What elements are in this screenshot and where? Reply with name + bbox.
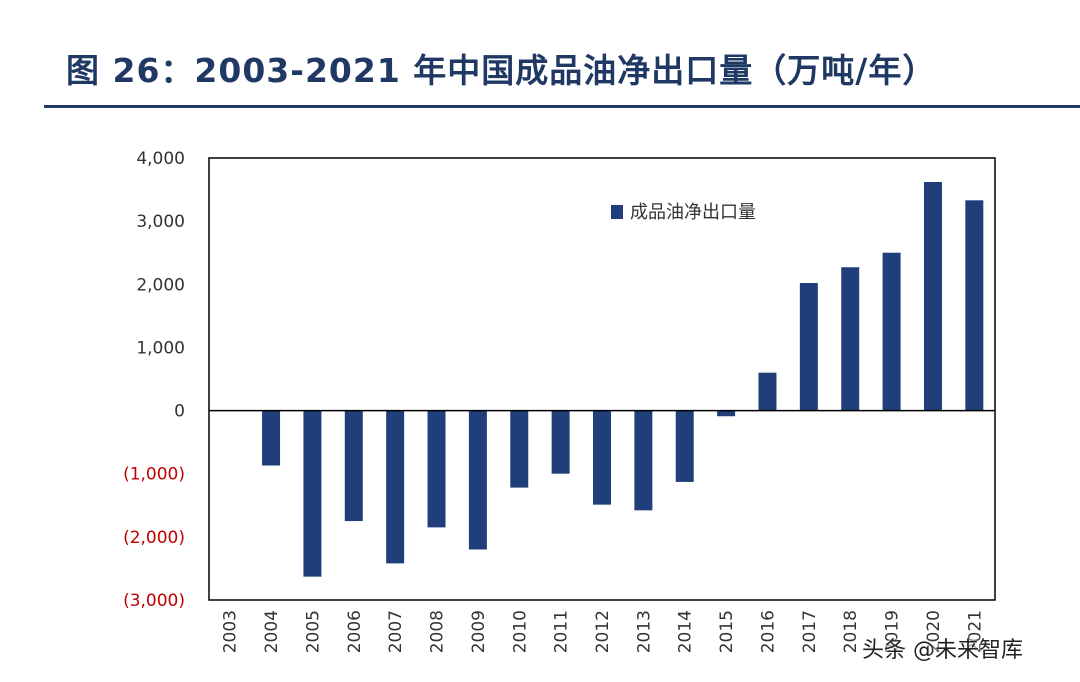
- x-tick-label: 2019: [883, 610, 903, 653]
- title-divider: [44, 105, 1080, 108]
- x-tick-label: 2012: [593, 610, 613, 653]
- bar-2004: [262, 410, 281, 466]
- bar-2012: [593, 410, 611, 505]
- bar-2005: [303, 410, 322, 577]
- watermark: 头条 @未来智库: [862, 638, 1023, 663]
- y-tick-label: 2,000: [136, 275, 185, 295]
- x-tick-label: 2003: [221, 610, 241, 653]
- bar-2019: [882, 252, 901, 411]
- bar-2016: [758, 372, 777, 411]
- y-tick-label: (2,000): [123, 528, 185, 548]
- bar-2013: [634, 410, 653, 511]
- x-tick-label: 2011: [552, 610, 572, 653]
- x-tick-label: 2009: [469, 610, 489, 653]
- x-tick-label: 2004: [262, 610, 282, 653]
- bar-2018: [841, 267, 860, 411]
- bar-2021: [965, 200, 984, 411]
- y-tick-label: 4,000: [136, 149, 185, 169]
- x-tick-label: 2006: [345, 610, 365, 653]
- y-tick-label: (1,000): [123, 465, 185, 485]
- bar-2014: [675, 410, 694, 482]
- x-tick-label: 2017: [800, 610, 820, 653]
- bar-2006: [344, 410, 363, 522]
- bar-2010: [510, 410, 529, 488]
- legend-label: 成品油净出口量: [630, 202, 756, 223]
- x-tick-label: 2008: [428, 610, 448, 653]
- x-tick-label: 2015: [717, 610, 737, 653]
- x-tick-label: 2016: [758, 610, 778, 653]
- bar-2007: [386, 410, 405, 564]
- bar-2011: [551, 410, 570, 474]
- plot-frame: [208, 157, 996, 601]
- x-tick-label: 2021: [965, 610, 985, 653]
- bar-2009: [468, 410, 487, 550]
- y-tick-label: 3,000: [136, 212, 185, 232]
- legend-swatch: [611, 205, 623, 219]
- bar-2008: [427, 410, 446, 528]
- x-tick-label: 2020: [924, 610, 944, 653]
- bar-2017: [799, 283, 818, 411]
- x-tick-label: 2005: [303, 610, 323, 653]
- y-tick-label: (3,000): [123, 591, 185, 611]
- x-tick-label: 2007: [386, 610, 406, 653]
- bar-2020: [923, 181, 942, 411]
- bar-2015: [717, 410, 736, 417]
- chart-title: 图 26：2003-2021 年中国成品油净出口量（万吨/年）: [66, 51, 937, 90]
- y-tick-label: 1,000: [136, 338, 185, 358]
- x-tick-label: 2018: [841, 610, 861, 653]
- x-tick-label: 2010: [510, 610, 530, 653]
- y-tick-label: 0: [174, 402, 185, 422]
- x-tick-label: 2014: [676, 610, 696, 653]
- x-tick-label: 2013: [634, 610, 654, 653]
